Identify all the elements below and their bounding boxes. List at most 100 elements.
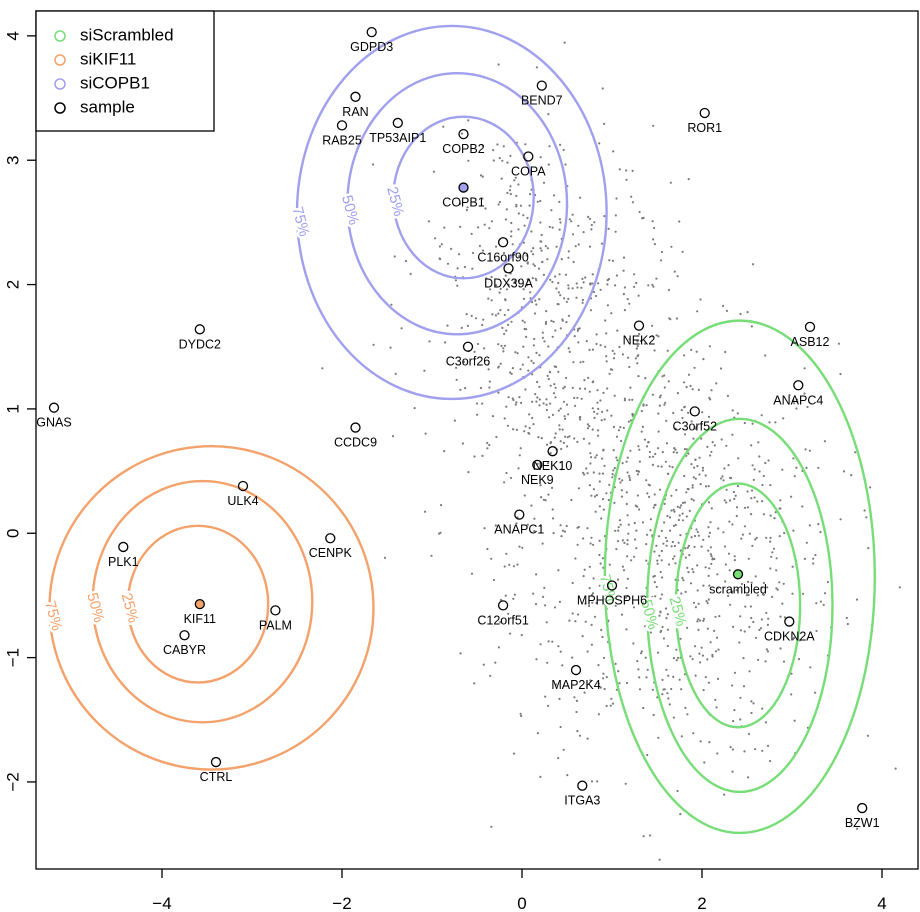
background-point [790, 495, 793, 498]
background-point [669, 181, 672, 184]
background-point [598, 539, 601, 543]
background-point [684, 547, 687, 550]
background-point [600, 628, 603, 632]
background-point [580, 286, 583, 289]
background-point [545, 408, 549, 412]
background-point [808, 449, 812, 452]
background-point [611, 473, 614, 476]
background-point [680, 735, 683, 738]
background-point [684, 590, 687, 594]
background-point [496, 143, 499, 146]
background-point [481, 454, 484, 457]
point-label: RAN [342, 105, 368, 119]
background-point [802, 592, 805, 595]
background-point [554, 386, 557, 389]
center-label: scrambled [709, 582, 767, 596]
background-point [590, 800, 593, 804]
background-point [645, 404, 648, 407]
background-point [492, 578, 495, 582]
background-point [625, 178, 628, 181]
background-point [461, 442, 464, 445]
background-point [523, 430, 526, 433]
background-point [503, 481, 506, 484]
background-point [393, 255, 396, 258]
background-point [598, 472, 601, 475]
background-point [597, 685, 600, 688]
background-point [625, 502, 628, 506]
background-point [694, 458, 697, 461]
background-point [482, 318, 485, 321]
background-point [812, 557, 815, 560]
background-point [709, 553, 713, 556]
background-point [678, 506, 682, 509]
background-point [530, 188, 533, 191]
background-point [898, 586, 901, 589]
background-point [774, 421, 777, 424]
background-point [717, 648, 720, 651]
background-point [754, 748, 757, 751]
background-point [621, 462, 624, 465]
background-point [584, 620, 587, 623]
background-point [476, 413, 479, 416]
background-point [434, 237, 437, 240]
background-point [534, 393, 537, 396]
background-point [557, 409, 560, 412]
background-point [547, 493, 550, 496]
background-point [518, 255, 521, 258]
background-point [459, 202, 462, 205]
background-point [523, 494, 526, 497]
background-point [681, 250, 684, 253]
background-point [625, 491, 628, 494]
background-point [544, 604, 547, 607]
background-point [701, 466, 705, 469]
sample-point [514, 509, 525, 520]
background-point [466, 206, 469, 209]
sample-point [194, 324, 205, 335]
background-point [503, 332, 506, 336]
background-point [694, 674, 697, 677]
background-point [590, 536, 593, 539]
background-point [525, 335, 528, 338]
background-point [704, 676, 707, 679]
background-point [728, 476, 732, 479]
background-point [617, 429, 621, 432]
background-point [549, 451, 552, 455]
background-point [538, 398, 541, 401]
point-label: RAB25 [322, 133, 362, 147]
background-point [781, 468, 784, 471]
background-point [572, 260, 575, 264]
background-point [622, 269, 625, 272]
background-point [651, 463, 655, 466]
background-point [779, 647, 782, 650]
background-point [731, 748, 735, 751]
background-point [488, 380, 491, 383]
background-point [594, 456, 597, 459]
background-point [690, 420, 693, 423]
background-point [558, 218, 562, 221]
background-point [600, 517, 603, 520]
sample-point [325, 533, 336, 544]
background-point [510, 372, 513, 375]
background-point [526, 284, 529, 287]
background-point [695, 425, 698, 429]
point-label: COPA [511, 164, 546, 178]
background-point [667, 288, 671, 292]
background-point [522, 214, 525, 217]
background-point [687, 178, 690, 181]
background-point [566, 774, 569, 777]
background-point [690, 498, 693, 501]
background-point [640, 410, 644, 413]
background-point [607, 227, 610, 230]
background-point [710, 555, 713, 558]
background-point [642, 216, 645, 220]
background-point [753, 496, 756, 499]
background-point [722, 304, 725, 307]
background-point [743, 630, 746, 633]
background-point [555, 683, 558, 686]
background-point [572, 361, 575, 364]
background-point [694, 427, 697, 430]
background-point [443, 450, 446, 453]
background-point [628, 476, 631, 479]
background-point [769, 536, 772, 540]
background-point [750, 700, 753, 703]
